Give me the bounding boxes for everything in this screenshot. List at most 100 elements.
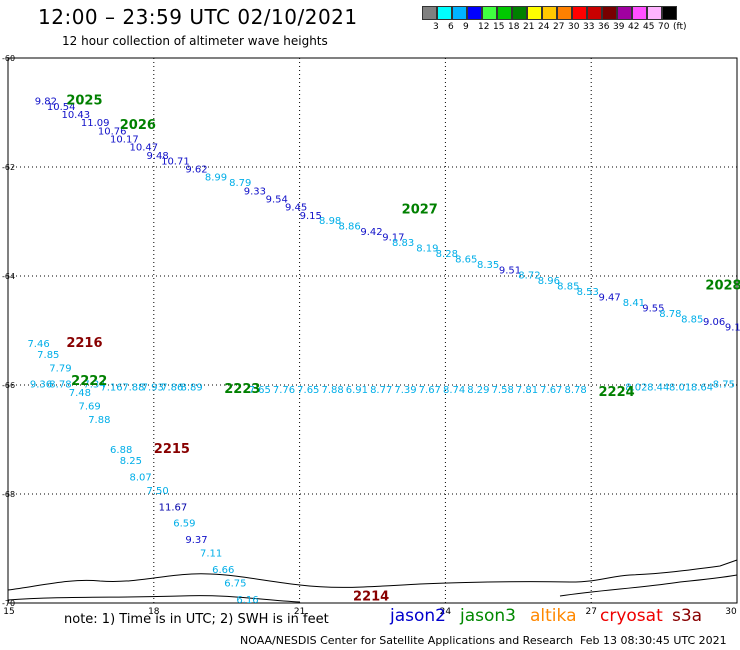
swh-value: 7.67 [419, 385, 441, 396]
swh-value: 8.96 [538, 276, 560, 287]
swh-value: 7.46 [27, 339, 49, 350]
swh-value: 9.54 [266, 194, 288, 205]
swh-value: 7.65 [249, 385, 271, 396]
scale-swatch [467, 6, 482, 20]
pass-label: 2025 [66, 93, 102, 108]
pass-label: 2215 [154, 442, 190, 457]
page-subtitle: 12 hour collection of altimeter wave hei… [62, 34, 328, 48]
scale-swatch [482, 6, 497, 20]
swh-value: 8.75 [713, 380, 735, 391]
scale-label: 24 [538, 22, 550, 32]
swh-value: 8.07 [130, 472, 152, 483]
y-tick-label: -62 [2, 163, 15, 172]
swh-value: 6.16 [236, 595, 258, 606]
scale-swatch [572, 6, 587, 20]
coastline-inner [7, 574, 738, 603]
swh-value: 7.39 [394, 385, 416, 396]
scale-label: 21 [523, 22, 535, 32]
scale-label: 6 [448, 22, 454, 32]
swh-value: 8.01 [669, 382, 691, 393]
swh-value: 8.77 [370, 385, 392, 396]
swh-value: 9.33 [244, 186, 266, 197]
swh-value: 9.62 [185, 164, 207, 175]
pass-label: 2216 [66, 336, 102, 351]
satellite-jason3: jason3 [460, 606, 516, 626]
scale-label: 30 [568, 22, 580, 32]
scale-swatch [512, 6, 527, 20]
gridlines [8, 58, 737, 603]
y-tick-label: -70 [2, 599, 15, 608]
altimeter-tracks: 9.8210.5410.4311.0910.7610.1710.479.4810… [27, 96, 740, 606]
x-tick-label: 27 [585, 607, 596, 617]
coastline [7, 559, 738, 591]
scale-swatch [632, 6, 647, 20]
plot-area [7, 57, 738, 604]
swh-value: 10.71 [161, 156, 190, 167]
satellite-cryosat: cryosat [600, 606, 663, 626]
x-tick-label: 15 [3, 607, 14, 617]
swh-value: 10.43 [61, 110, 90, 121]
swh-value: 6.59 [173, 519, 195, 530]
scale-label: (ft) [673, 22, 687, 32]
pass-label: 2223 [224, 382, 260, 397]
swh-value: 9.47 [598, 293, 620, 304]
swh-value: 8.19 [416, 243, 438, 254]
swh-value: 9.51 [499, 265, 521, 276]
swh-value: 8.89 [181, 382, 203, 393]
swh-value: 8.83 [392, 238, 414, 249]
swh-value: 7.88 [321, 385, 343, 396]
x-tick-label: 30 [725, 607, 737, 617]
swh-value: 9.06 [703, 317, 725, 328]
swh-value: 7.79 [49, 363, 71, 374]
swh-value: 8.29 [467, 385, 489, 396]
swh-value: 9.82 [35, 96, 57, 107]
scale-label: 9 [463, 22, 469, 32]
swh-value: 8.78 [659, 309, 681, 320]
scale-swatch [662, 6, 677, 20]
pass-labels: 2025 2026 2027 2028 2216 2222 2223 2224 2215 2214 [66, 93, 740, 604]
swh-value: 8.28 [436, 249, 458, 260]
swh-value: 7.76 [273, 385, 295, 396]
swh-value: 7.88 [122, 382, 144, 393]
swh-value: 6.91 [346, 385, 368, 396]
scale-label: 27 [553, 22, 565, 32]
swh-value: 10.76 [98, 126, 127, 137]
swh-value: 9.37 [185, 535, 207, 546]
swh-value: 8.02 [625, 382, 647, 393]
scale-label: 3 [433, 22, 439, 32]
credit-line: NOAA/NESDIS Center for Satellite Applica… [240, 634, 574, 647]
swh-value: 8.35 [477, 260, 499, 271]
pass-label: 2224 [598, 385, 634, 400]
scale-label: 70 [658, 22, 670, 32]
scale-swatch [542, 6, 557, 20]
swh-value: 10.47 [130, 143, 159, 154]
pass-label: 2214 [353, 589, 389, 604]
swh-value: 10.17 [110, 134, 139, 145]
swh-value: 11.67 [159, 502, 188, 513]
color-scale [422, 6, 677, 20]
swh-value: 7.11 [200, 549, 222, 560]
scale-swatch [437, 6, 452, 20]
scale-swatch [587, 6, 602, 20]
swh-value: 8.78 [49, 380, 71, 391]
swh-value: 8.64 [691, 382, 713, 393]
swh-value: 9.12 [725, 323, 740, 334]
swh-value: 8.25 [120, 456, 142, 467]
scale-swatch [497, 6, 512, 20]
swh-value: 7.85 [37, 350, 59, 361]
pass-label: 2222 [71, 374, 107, 389]
swh-value: 6.88 [110, 445, 132, 456]
swh-value: 8.79 [229, 178, 251, 189]
swh-value: 7.88 [88, 415, 110, 426]
swh-value: 7.93 [142, 382, 164, 393]
swh-value: 7.86 [161, 382, 183, 393]
swh-value: 8.86 [338, 222, 360, 233]
x-tick-label: 24 [440, 607, 452, 617]
scale-label: 42 [628, 22, 640, 32]
scale-swatch [647, 6, 662, 20]
y-tick-label: -68 [2, 490, 15, 499]
pass-label: 2027 [402, 202, 438, 217]
swh-value: 7.34 [83, 380, 105, 391]
scale-swatch [452, 6, 467, 20]
scale-label: 33 [583, 22, 595, 32]
